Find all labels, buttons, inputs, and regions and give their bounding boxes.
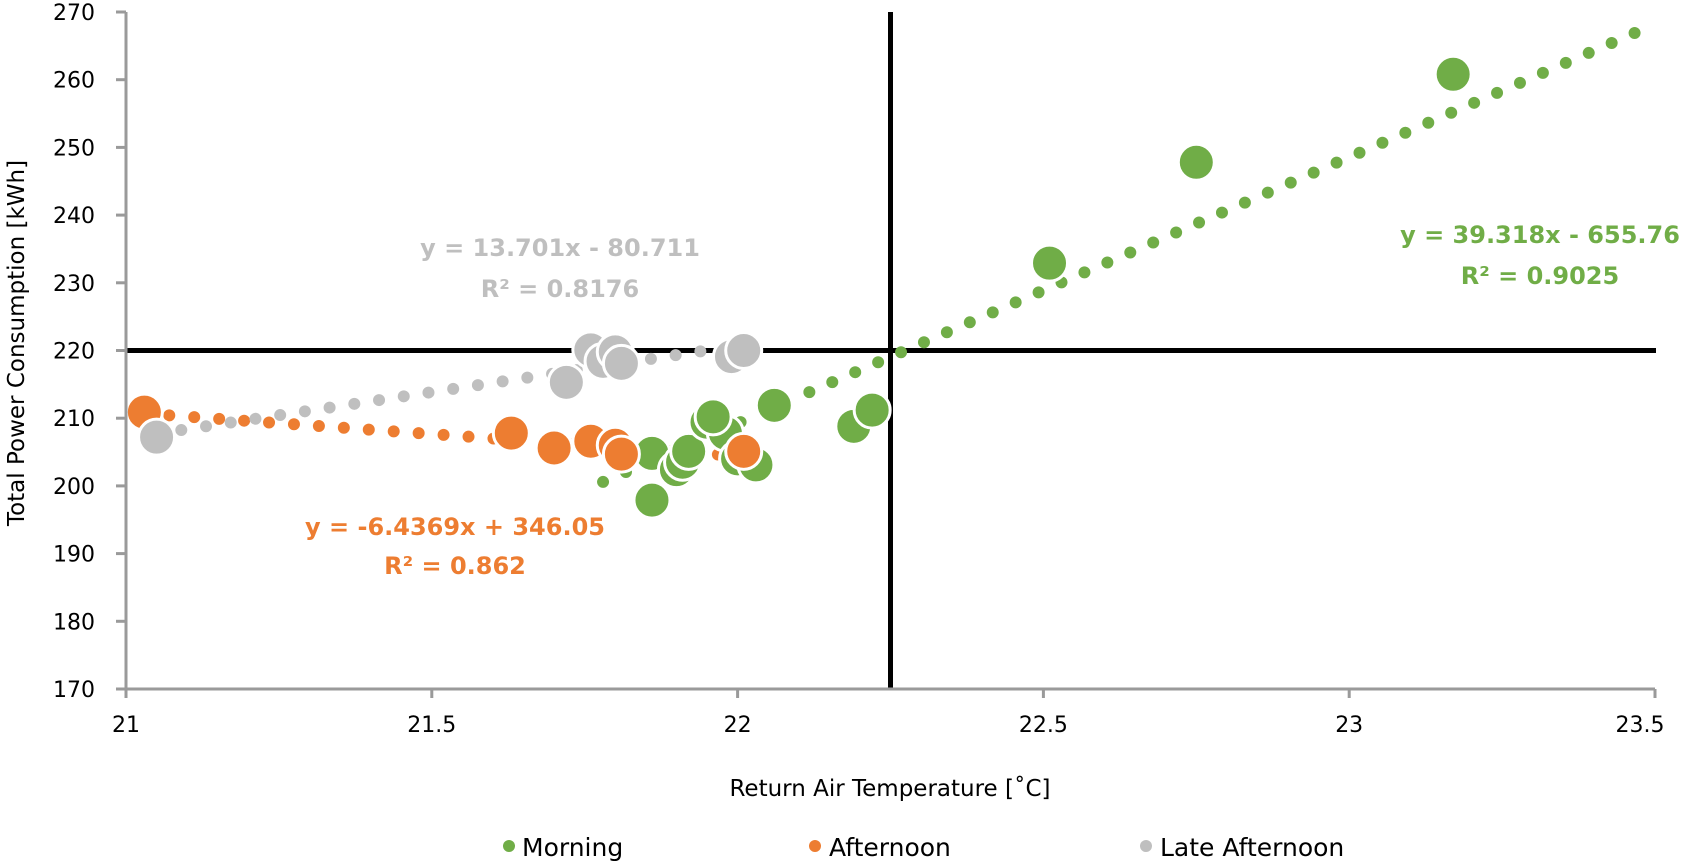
y-tick-label: 180 bbox=[53, 610, 95, 635]
axes bbox=[116, 12, 1655, 697]
point-afternoon bbox=[601, 434, 641, 474]
y-tick-label: 260 bbox=[53, 69, 95, 94]
trendline-morning bbox=[597, 23, 1649, 488]
point-late-afternoon bbox=[601, 343, 641, 383]
x-tick-label: 21 bbox=[112, 713, 140, 738]
legend: Morning Afternoon Late Afternoon bbox=[503, 833, 1344, 862]
point-morning bbox=[669, 431, 709, 471]
data-points bbox=[124, 54, 1473, 520]
point-morning bbox=[693, 397, 733, 437]
y-tick-label: 190 bbox=[53, 543, 95, 568]
point-morning bbox=[852, 390, 892, 430]
point-morning bbox=[632, 480, 672, 520]
x-ticks: 21 21.5 22 22.5 23 23.5 bbox=[112, 689, 1664, 738]
x-tick-label: 22.5 bbox=[1019, 713, 1068, 738]
y-tick-label: 210 bbox=[53, 407, 95, 432]
point-afternoon bbox=[534, 428, 574, 468]
point-late-afternoon bbox=[724, 331, 764, 370]
late-afternoon-r2: R² = 0.8176 bbox=[481, 275, 639, 303]
legend-label-afternoon: Afternoon bbox=[829, 833, 951, 862]
point-afternoon bbox=[491, 413, 531, 453]
morning-r2: R² = 0.9025 bbox=[1461, 262, 1619, 290]
y-tick-label: 270 bbox=[53, 1, 95, 26]
afternoon-r2: R² = 0.862 bbox=[384, 552, 526, 580]
legend-marker-morning bbox=[503, 840, 515, 852]
x-tick-label: 21.5 bbox=[407, 713, 456, 738]
point-morning bbox=[1176, 142, 1216, 182]
trendline-late-afternoon bbox=[150, 339, 744, 440]
legend-item-late-afternoon[interactable]: Late Afternoon bbox=[1140, 833, 1344, 862]
legend-item-afternoon[interactable]: Afternoon bbox=[809, 833, 951, 862]
legend-marker-late-afternoon bbox=[1140, 840, 1152, 852]
legend-label-late-afternoon: Late Afternoon bbox=[1160, 833, 1344, 862]
point-afternoon bbox=[724, 431, 764, 471]
point-late-afternoon bbox=[137, 417, 177, 457]
legend-marker-afternoon bbox=[809, 840, 821, 852]
point-morning bbox=[1433, 54, 1473, 94]
x-axis-title: Return Air Temperature [˚C] bbox=[729, 775, 1050, 802]
point-morning bbox=[1030, 243, 1070, 283]
point-late-afternoon bbox=[546, 362, 586, 402]
y-tick-label: 200 bbox=[53, 475, 95, 500]
x-tick-label: 22 bbox=[724, 713, 752, 738]
y-tick-label: 220 bbox=[53, 340, 95, 365]
legend-item-morning[interactable]: Morning bbox=[503, 833, 623, 862]
y-tick-label: 230 bbox=[53, 272, 95, 297]
reference-lines bbox=[126, 12, 1656, 689]
x-tick-label: 23.5 bbox=[1616, 713, 1665, 738]
late-afternoon-equation: y = 13.701x - 80.711 bbox=[420, 234, 700, 262]
y-axis-title: Total Power Consumption [kWh] bbox=[4, 160, 30, 527]
y-ticks: 170 180 190 200 210 220 230 240 250 260 270 bbox=[53, 1, 126, 703]
afternoon-equation: y = -6.4369x + 346.05 bbox=[305, 513, 605, 541]
y-tick-label: 250 bbox=[53, 136, 95, 161]
point-morning bbox=[754, 385, 794, 425]
trendlines bbox=[138, 23, 1649, 488]
morning-equation: y = 39.318x - 655.76 bbox=[1400, 221, 1680, 249]
y-tick-label: 240 bbox=[53, 204, 95, 229]
legend-label-morning: Morning bbox=[522, 833, 623, 862]
y-tick-label: 170 bbox=[53, 678, 95, 703]
x-tick-label: 23 bbox=[1335, 713, 1363, 738]
